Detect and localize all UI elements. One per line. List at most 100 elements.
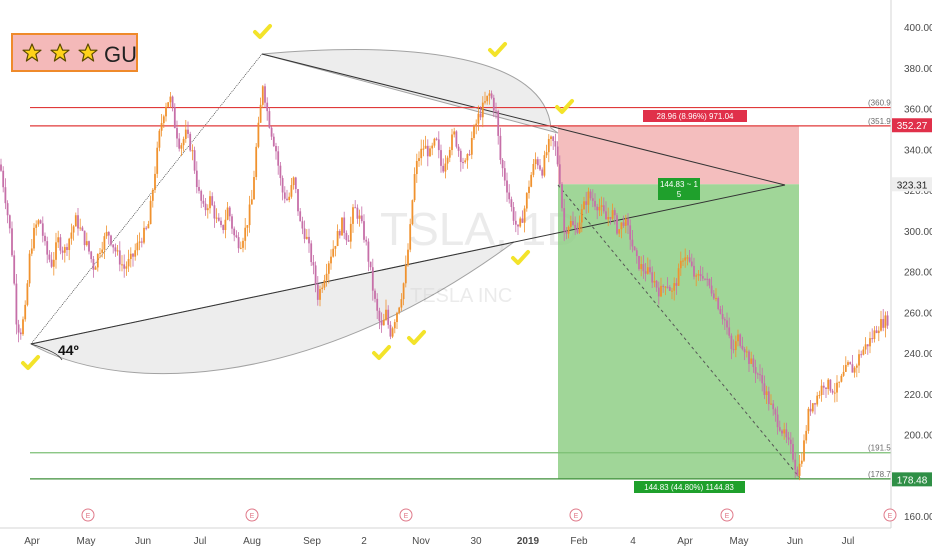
candle — [763, 375, 766, 400]
candle — [444, 155, 447, 179]
candle — [261, 85, 264, 109]
candle — [330, 249, 332, 270]
candle — [6, 200, 9, 224]
candle — [224, 209, 227, 239]
candle — [374, 288, 376, 303]
time-axis-label: Aug — [243, 536, 261, 547]
candle — [481, 96, 484, 128]
candle — [871, 328, 874, 343]
time-axis-label: 4 — [630, 536, 636, 547]
level-value-label: (178.72) — [868, 470, 898, 479]
candle — [618, 229, 621, 238]
candle — [774, 407, 777, 422]
risk-zone[interactable] — [558, 125, 799, 185]
candle — [532, 158, 535, 178]
time-axis-label: May — [730, 536, 749, 547]
candle — [886, 311, 889, 329]
candle — [477, 105, 480, 131]
candle — [446, 155, 449, 170]
time-axis[interactable]: Apr May Jun Jul Aug Sep 2 Nov 30 2019 Feb 4 Apr May Ju… — [0, 508, 897, 547]
candle — [396, 311, 398, 330]
candle — [292, 176, 295, 190]
candle — [684, 248, 687, 268]
candle — [699, 265, 702, 282]
candle — [358, 209, 361, 227]
candle — [752, 354, 755, 373]
fan-line[interactable] — [30, 53, 263, 345]
position-zones[interactable] — [558, 125, 799, 479]
earnings-marker[interactable]: E — [569, 508, 583, 522]
time-axis-label: May — [77, 536, 96, 547]
candle — [246, 225, 249, 237]
candle — [772, 399, 775, 416]
earnings-marker[interactable]: E — [245, 508, 259, 522]
candle — [187, 121, 189, 139]
candle — [121, 255, 123, 272]
candle — [833, 383, 836, 403]
candle — [605, 201, 607, 220]
candle — [728, 317, 731, 339]
candle — [572, 211, 574, 226]
candle — [693, 257, 695, 280]
candle — [552, 135, 555, 150]
candle — [349, 216, 352, 249]
candle — [475, 119, 478, 135]
candle — [838, 381, 841, 388]
svg-text:352.27: 352.27 — [897, 121, 928, 132]
candle — [420, 139, 423, 166]
candle — [88, 240, 90, 255]
candle — [512, 202, 515, 225]
candle — [171, 95, 174, 112]
candle — [613, 207, 616, 225]
candle — [765, 385, 768, 405]
candle — [367, 238, 370, 272]
candle — [125, 261, 128, 276]
lower-arc-shape[interactable] — [29, 241, 515, 375]
candle — [277, 146, 280, 175]
candle — [327, 260, 330, 284]
svg-text:E: E — [888, 513, 893, 520]
upper-trendline[interactable] — [261, 53, 786, 186]
candle — [517, 224, 519, 235]
candle — [820, 379, 823, 402]
candle — [94, 265, 97, 270]
candle — [609, 216, 612, 225]
candle — [829, 379, 832, 393]
candle — [250, 189, 253, 205]
candle — [347, 235, 350, 242]
candle — [46, 236, 49, 264]
candle — [39, 219, 42, 224]
horizontal-levels[interactable]: (360.95) (351.97) (191.55) (178.72) — [30, 99, 898, 480]
candle — [858, 349, 860, 373]
time-axis-label: Jul — [842, 536, 855, 547]
candle — [180, 142, 183, 157]
price-axis-label: 360.00 — [904, 105, 932, 116]
candle — [193, 146, 196, 174]
earnings-marker[interactable]: E — [883, 508, 897, 522]
candle — [653, 271, 656, 288]
earnings-marker[interactable]: E — [81, 508, 95, 522]
time-axis-label: Apr — [677, 536, 693, 547]
candle — [134, 243, 137, 261]
price-tag: 352.27 — [892, 118, 932, 133]
candle — [385, 299, 387, 322]
candle — [715, 288, 717, 302]
candle — [798, 454, 801, 481]
price-axis[interactable]: 400.00 380.00 360.00 340.00 320.00 300.00 280.… — [890, 0, 932, 550]
earnings-marker[interactable]: E — [720, 508, 734, 522]
candle — [204, 198, 207, 216]
candle — [70, 223, 73, 245]
svg-text:E: E — [574, 513, 579, 520]
candle — [332, 240, 335, 258]
candle — [635, 247, 638, 264]
candle — [497, 109, 500, 145]
drawing-tools[interactable] — [29, 49, 801, 479]
candle — [143, 221, 145, 245]
candle — [809, 400, 812, 416]
candle — [11, 221, 13, 257]
earnings-marker[interactable]: E — [399, 508, 413, 522]
candle — [79, 218, 82, 231]
candle — [244, 217, 247, 250]
